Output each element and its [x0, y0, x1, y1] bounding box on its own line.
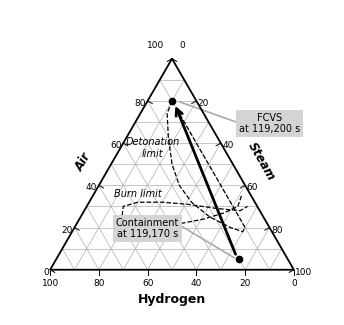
Text: 0: 0 — [43, 268, 49, 277]
Text: Steam: Steam — [245, 140, 277, 183]
Text: 60: 60 — [142, 280, 153, 289]
Text: 20: 20 — [198, 99, 209, 108]
Text: Containment
at 119,170 s: Containment at 119,170 s — [116, 217, 179, 239]
Text: 100: 100 — [42, 280, 59, 289]
Text: FCVS
at 119,200 s: FCVS at 119,200 s — [239, 113, 300, 134]
Text: 100: 100 — [295, 268, 313, 277]
Text: 0: 0 — [291, 280, 297, 289]
Text: 80: 80 — [135, 99, 146, 108]
Text: Hydrogen: Hydrogen — [138, 293, 206, 306]
Text: 40: 40 — [222, 141, 234, 150]
Text: 20: 20 — [239, 280, 251, 289]
Text: 40: 40 — [86, 184, 97, 192]
Text: 80: 80 — [271, 226, 282, 235]
Text: Burn limit: Burn limit — [114, 189, 162, 199]
Text: 60: 60 — [247, 184, 258, 192]
Text: 100: 100 — [148, 41, 165, 50]
Text: 20: 20 — [62, 226, 73, 235]
Text: 0: 0 — [179, 41, 185, 50]
Text: 40: 40 — [191, 280, 202, 289]
Text: 60: 60 — [110, 141, 122, 150]
Text: Air: Air — [73, 150, 93, 173]
Text: Detonation
limit: Detonation limit — [125, 137, 180, 159]
Text: 80: 80 — [93, 280, 105, 289]
